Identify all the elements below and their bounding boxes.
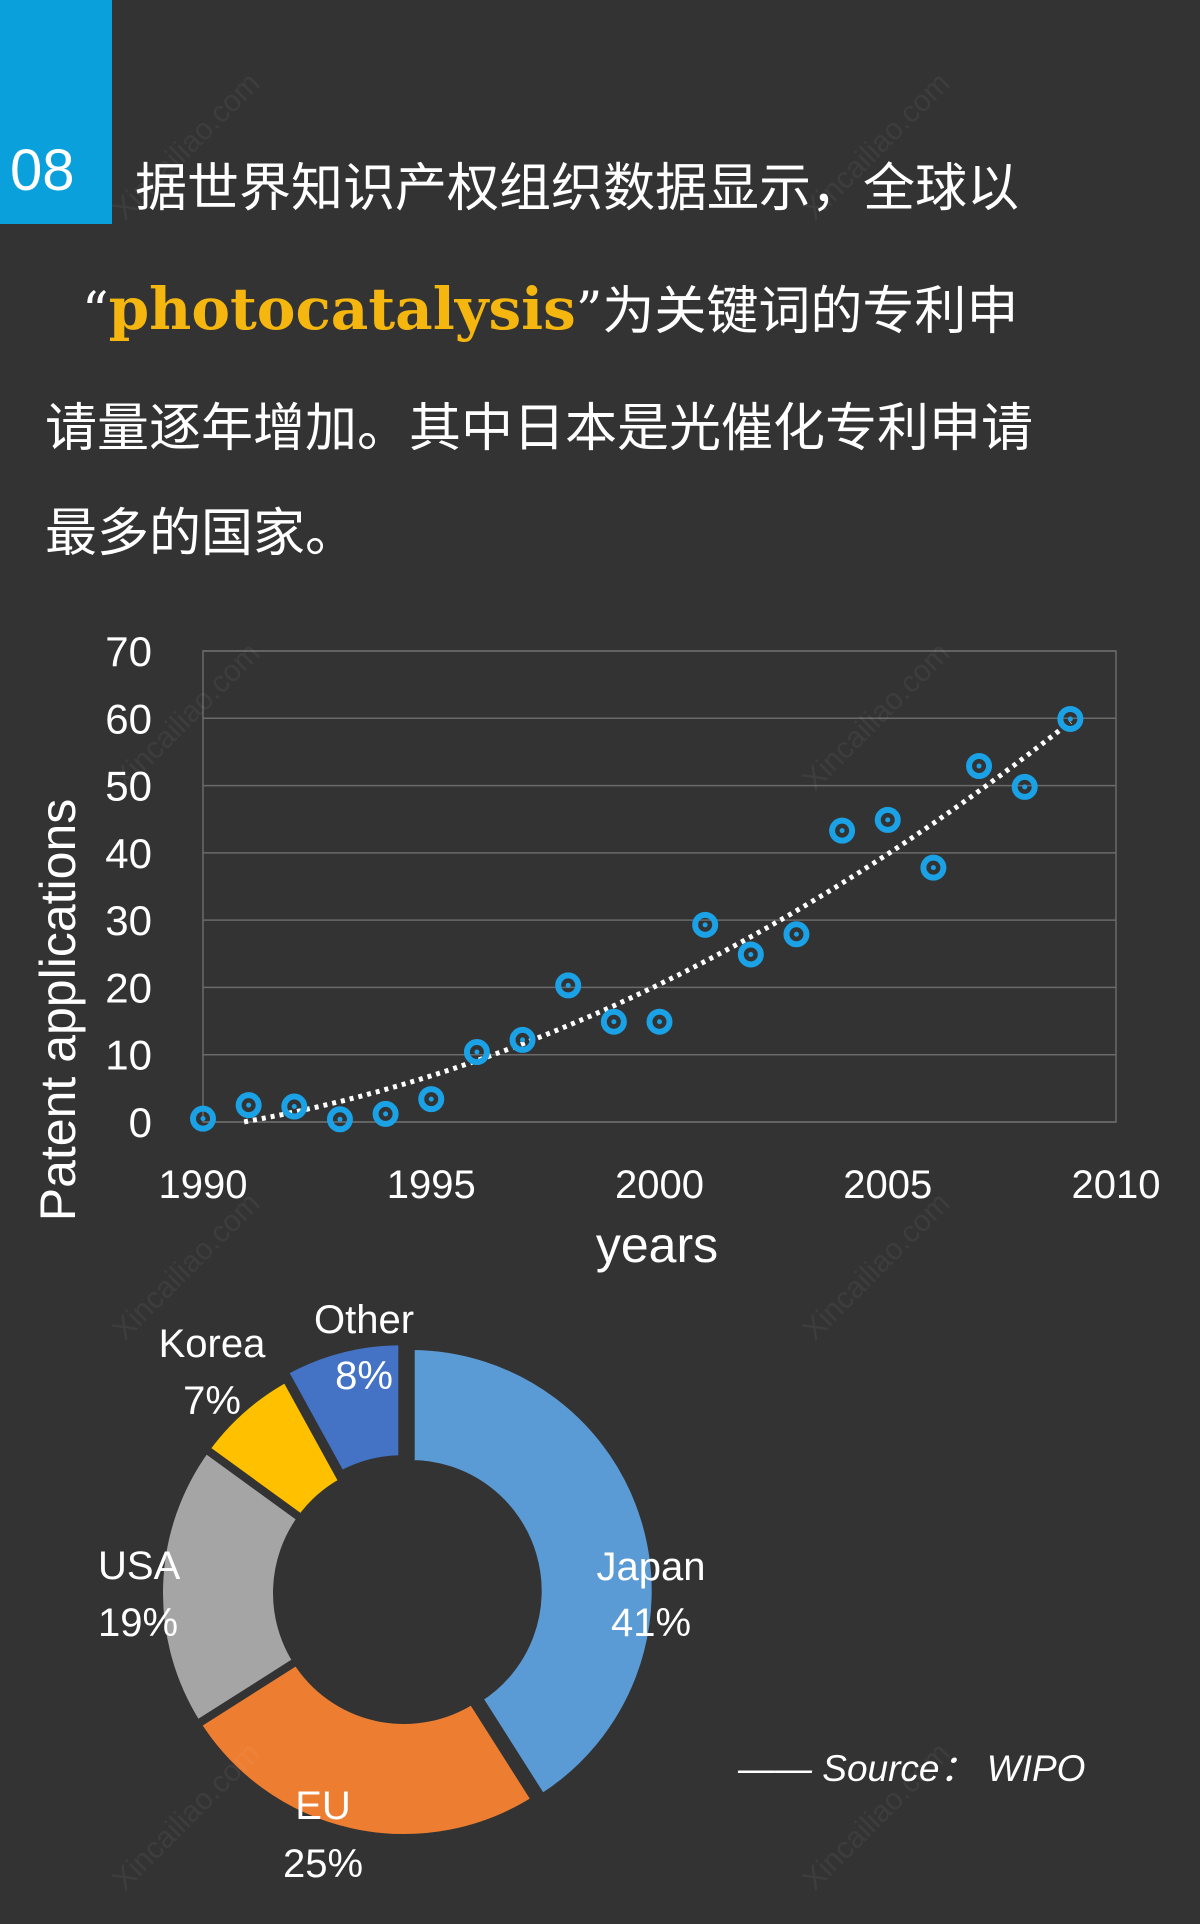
- donut-slices: [155, 1337, 660, 1842]
- donut-labels: Japan 41% EU 25% USA 19% Korea 7% Other 8%: [98, 1298, 705, 1886]
- data-point: [281, 1093, 308, 1120]
- donut-category-label: Other: [314, 1298, 414, 1342]
- donut-percent-label: 25%: [283, 1842, 363, 1886]
- y-tick-labels: 0 10 20 30 40 50 60 70: [105, 628, 152, 1146]
- intro-line-2-rest: 为关键词的专利申: [602, 282, 1019, 342]
- data-point: [190, 1105, 216, 1132]
- intro-line-2: “photocatalysis”为关键词的专利申: [82, 280, 1018, 338]
- data-point: [874, 806, 901, 833]
- data-point: [737, 941, 764, 968]
- donut-category-label: EU: [295, 1784, 351, 1828]
- data-point: [966, 753, 993, 780]
- y-tick-label: 40: [105, 830, 152, 877]
- y-tick-label: 60: [105, 695, 152, 742]
- y-tick-label: 70: [105, 628, 152, 675]
- donut-category-label: USA: [98, 1544, 181, 1588]
- scatter-points: [190, 705, 1084, 1133]
- data-point: [372, 1100, 399, 1127]
- y-tick-label: 50: [105, 763, 152, 810]
- section-number: 08: [10, 138, 75, 203]
- country-share-donut: Japan 41% EU 25% USA 19% Korea 7% Other 8%: [0, 1290, 1200, 1920]
- y-tick-label: 20: [105, 964, 152, 1011]
- x-tick-label: 2010: [1072, 1163, 1161, 1207]
- data-point: [235, 1092, 262, 1119]
- x-tick-label: 1990: [159, 1163, 248, 1207]
- x-axis-label: years: [596, 1217, 718, 1273]
- donut-category-label: Japan: [597, 1545, 706, 1589]
- scatter-svg: 0 10 20 30 40 50 60 70 1990 1995 2000 2005 2010 Pat…: [30, 628, 1161, 1273]
- data-point: [829, 817, 856, 844]
- data-point: [555, 972, 582, 999]
- donut-slice-japan: [406, 1342, 660, 1802]
- donut-percent-label: 41%: [611, 1601, 691, 1645]
- close-quote: ”: [575, 282, 603, 342]
- data-point: [509, 1026, 536, 1053]
- donut-percent-label: 19%: [98, 1601, 178, 1645]
- data-point: [920, 854, 947, 881]
- donut-percent-label: 7%: [183, 1379, 241, 1423]
- donut-category-label: Korea: [159, 1322, 266, 1366]
- data-point: [1057, 705, 1084, 732]
- y-tick-label: 10: [105, 1032, 152, 1079]
- x-tick-labels: 1990 1995 2000 2005 2010: [159, 1163, 1161, 1207]
- x-tick-label: 2000: [615, 1163, 704, 1207]
- donut-slice-eu: [193, 1657, 540, 1842]
- intro-line-3: 请量逐年增加。其中日本是光催化专利申请: [45, 399, 1034, 459]
- y-tick-label: 30: [105, 897, 152, 944]
- intro-line-4: 最多的国家。: [45, 504, 358, 564]
- x-tick-label: 2005: [843, 1163, 932, 1207]
- open-quote: “: [82, 282, 109, 342]
- data-point: [1011, 773, 1038, 800]
- patent-scatter-chart: 0 10 20 30 40 50 60 70 1990 1995 2000 2005 2010 Pat…: [0, 610, 1200, 1290]
- donut-slice-other: [280, 1337, 407, 1479]
- donut-slice-usa: [155, 1444, 306, 1729]
- section-number-badge: 08: [0, 0, 112, 224]
- data-point: [418, 1086, 445, 1113]
- plot-border: [202, 650, 1117, 1123]
- x-tick-label: 1995: [387, 1163, 476, 1207]
- trendline: [243, 719, 1072, 1125]
- data-point: [783, 921, 810, 948]
- source-note: —— Source： WIPO: [738, 1748, 1086, 1789]
- data-point: [692, 911, 719, 938]
- y-tick-label: 0: [129, 1099, 152, 1146]
- y-axis-label: Patent applications: [30, 799, 86, 1222]
- keyword-photocatalysis: photocatalysis: [108, 275, 576, 343]
- data-point: [646, 1008, 673, 1035]
- data-point: [463, 1039, 490, 1066]
- intro-line-1: 据世界知识产权组织数据显示，全球以: [135, 159, 1020, 219]
- donut-svg: Japan 41% EU 25% USA 19% Korea 7% Other 8%: [98, 1298, 705, 1886]
- data-point: [326, 1106, 353, 1133]
- scatter-grid: [202, 650, 1117, 1123]
- data-point: [600, 1008, 627, 1035]
- intro-paragraph: 据世界知识产权组织数据显示，全球以 “photocatalysis”为关键词的专…: [0, 0, 1200, 580]
- donut-percent-label: 8%: [335, 1354, 393, 1398]
